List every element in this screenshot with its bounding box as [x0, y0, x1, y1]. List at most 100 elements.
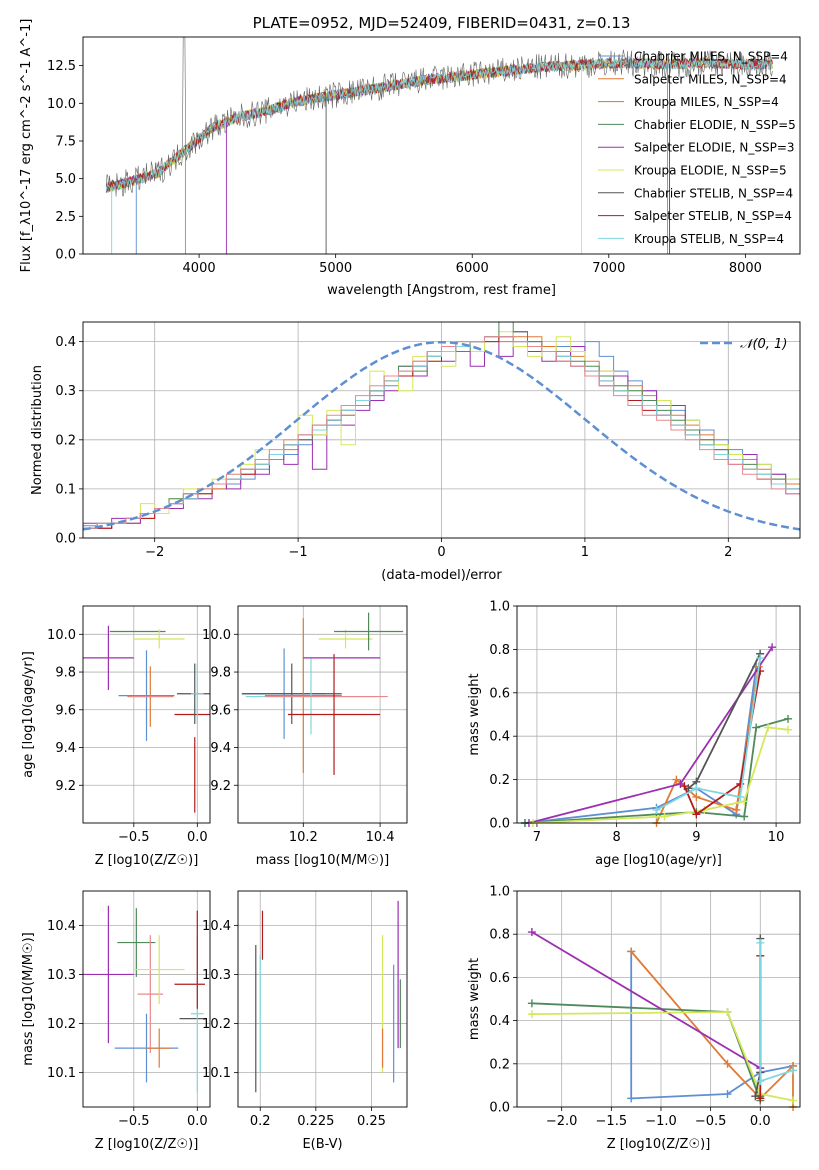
histogram-plot-area	[83, 322, 800, 538]
residual-histogram-panel: −2 −1 0 1 2 0.0 0.1 0.2 0.3 0.4 (data-model)/error…	[30, 321, 801, 583]
x-tick-label: 2	[724, 545, 732, 560]
histogram-series	[83, 336, 800, 538]
series-marker	[751, 1092, 760, 1101]
legend-label: Kroupa MILES, N_SSP=4	[634, 95, 779, 109]
x-tick-label: 0.2	[250, 1114, 271, 1129]
series-marker	[527, 1010, 536, 1019]
series-marker	[764, 723, 773, 732]
y-tick-label: 9.6	[210, 703, 231, 718]
x-tick-label: −1.0	[645, 1114, 677, 1129]
series-line	[531, 931, 761, 1069]
series-line	[524, 717, 789, 824]
y-tick-label: 0.8	[489, 643, 510, 658]
spectrum-line	[105, 58, 773, 194]
axes-frame	[82, 890, 211, 1108]
series-marker	[692, 792, 701, 801]
x-tick-label: 10.2	[289, 830, 318, 845]
y-tick-label: 0.4	[55, 335, 76, 350]
age-vs-metallicity-panel: −0.5 0.0 9.2 9.4 9.6 9.8 10.0 Z [log10(Z/Z☉)] ag…	[21, 605, 211, 868]
legend-label: Kroupa STELIB, N_SSP=4	[634, 232, 784, 246]
mass-vs-ebv-panel: 0.2 0.225 0.25 10.1 10.2 10.3 10.4 E(B-V)	[202, 890, 408, 1152]
x-tick-label: −0.5	[118, 1114, 150, 1129]
normal-curve	[83, 340, 800, 531]
y-axis-label: mass weight	[467, 673, 482, 755]
y-tick-label: 10.3	[47, 968, 76, 983]
series-marker	[752, 723, 761, 732]
series-marker	[784, 725, 793, 734]
series-marker	[660, 812, 669, 821]
chart-title: PLATE=0952, MJD=52409, FIBERID=0431, z=0…	[253, 14, 631, 32]
y-tick-label: 9.8	[55, 666, 76, 681]
series-marker	[692, 810, 701, 819]
y-tick-label: 0.2	[489, 773, 510, 788]
legend-label: Kroupa ELODIE, N_SSP=5	[634, 164, 787, 178]
y-tick-label: 10.0	[202, 628, 231, 643]
x-axis-label: Z [log10(Z/Z☉)]	[95, 853, 199, 868]
y-tick-label: 10.2	[47, 1017, 76, 1032]
y-tick-label: 9.2	[210, 779, 231, 794]
legend-label: Salpeter STELIB, N_SSP=4	[634, 209, 792, 223]
series-marker	[740, 812, 749, 821]
axes-frame	[237, 605, 408, 824]
x-tick-label: 1	[581, 545, 589, 560]
x-tick-label: 10.4	[366, 830, 395, 845]
y-tick-label: 10.0	[47, 628, 76, 643]
x-tick-label: 5000	[319, 261, 352, 276]
x-tick-label: 7	[533, 830, 541, 845]
mass-vs-metallicity-panel: −0.5 0.0 10.1 10.2 10.3 10.4 Z [log10(Z/Z☉)] ma…	[21, 890, 211, 1152]
y-axis-label: mass weight	[467, 958, 482, 1040]
x-axis-label: (data-model)/error	[381, 568, 502, 583]
x-tick-label: 0.25	[357, 1114, 386, 1129]
x-tick-label: 9	[692, 830, 700, 845]
series-marker	[672, 775, 681, 784]
legend-label: Salpeter MILES, N_SSP=4	[634, 72, 787, 86]
x-axis-label: mass [log10(M/M☉)]	[256, 853, 389, 868]
legend-label: Chabrier STELIB, N_SSP=4	[634, 186, 793, 200]
x-tick-label: 0.0	[187, 1114, 208, 1129]
series-marker	[789, 1066, 798, 1075]
x-tick-label: −0.5	[695, 1114, 727, 1129]
y-axis-label: age [log10(age/yr)]	[21, 651, 36, 778]
y-tick-label: 9.6	[55, 703, 76, 718]
x-tick-label: 7000	[592, 261, 625, 276]
x-tick-label: −1.5	[596, 1114, 628, 1129]
axes-frame	[82, 321, 801, 539]
errorbar-plot-area	[241, 612, 404, 775]
y-tick-label: 7.5	[55, 134, 76, 149]
y-tick-label: 9.2	[55, 779, 76, 794]
series-marker	[627, 1094, 636, 1103]
line-plot-area	[527, 928, 798, 1111]
y-tick-label: 0.2	[489, 1057, 510, 1072]
series-marker	[723, 1007, 732, 1016]
series-marker	[736, 792, 745, 801]
series-marker	[756, 654, 765, 663]
legend-label: Chabrier MILES, N_SSP=4	[634, 50, 788, 64]
y-tick-label: 2.5	[55, 210, 76, 225]
series-marker	[627, 947, 636, 956]
x-axis-label: age [log10(age/yr)]	[595, 853, 722, 868]
x-tick-label: −0.5	[118, 830, 150, 845]
x-tick-label: 4000	[183, 261, 216, 276]
y-tick-label: 10.2	[202, 1017, 231, 1032]
legend-label: Salpeter ELODIE, N_SSP=3	[634, 141, 795, 155]
series-marker	[756, 938, 765, 947]
series-marker	[723, 1059, 732, 1068]
spectrum-plot-area	[105, 37, 773, 254]
y-tick-label: 0.0	[489, 1101, 510, 1116]
x-axis-label: Z [log10(Z/Z☉)]	[607, 1137, 711, 1152]
y-tick-label: 10.4	[202, 919, 231, 934]
x-tick-label: −2.0	[546, 1114, 578, 1129]
y-axis-label: Flux [f_λ10^-17 erg cm^-2 s^-1 A^-1]	[19, 19, 34, 273]
x-tick-label: 6000	[456, 261, 489, 276]
series-marker	[723, 1090, 732, 1099]
y-tick-label: 0.2	[55, 433, 76, 448]
y-tick-label: 12.5	[47, 59, 76, 74]
y-tick-label: 10.1	[202, 1066, 231, 1081]
y-tick-label: 0.6	[489, 971, 510, 986]
series-marker	[756, 1077, 765, 1086]
y-tick-label: 0.0	[55, 532, 76, 547]
axes-frame	[516, 890, 801, 1108]
y-tick-label: 0.0	[489, 817, 510, 832]
x-tick-label: 0	[437, 545, 445, 560]
